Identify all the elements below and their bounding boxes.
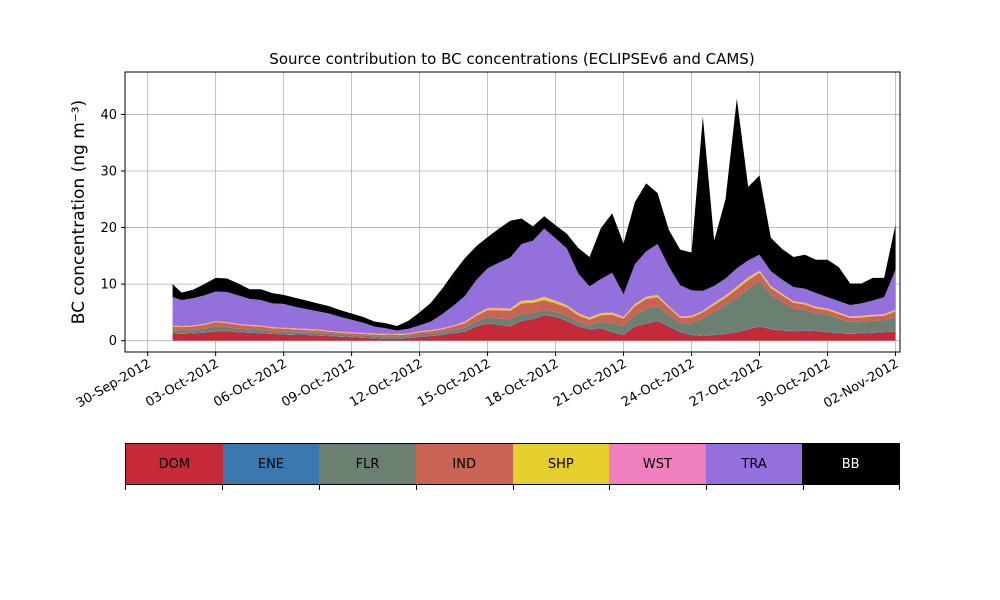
x-tick-label: 06-Oct-2012 [211, 356, 289, 410]
colorbar-tick [899, 485, 900, 490]
legend-item-tra: TRA [705, 444, 803, 484]
colorbar-tick [706, 485, 707, 490]
area-series-flr [172, 280, 896, 339]
legend-item-ind: IND [415, 444, 513, 484]
legend-label: DOM [158, 456, 191, 472]
y-tick-label: 10 [100, 278, 117, 293]
legend-item-flr: FLR [319, 444, 416, 484]
legend-label: WST [642, 456, 672, 472]
x-tick-label: 18-Oct-2012 [483, 356, 561, 410]
x-tick-label: 21-Oct-2012 [551, 356, 629, 410]
x-tick-label: 30-Oct-2012 [755, 356, 833, 410]
colorbar-ticks [125, 485, 900, 491]
x-tick-label: 03-Oct-2012 [143, 356, 221, 410]
legend-item-bb: BB [802, 444, 899, 484]
y-tick-label: 40 [100, 108, 117, 123]
legend-label: IND [452, 456, 476, 472]
colorbar-tick [222, 485, 223, 490]
x-tick-label: 15-Oct-2012 [415, 356, 493, 410]
legend-label: FLR [355, 456, 380, 472]
x-tick-label: 27-Oct-2012 [687, 356, 765, 410]
area-series-ind [172, 272, 896, 337]
y-tick-label: 30 [100, 164, 117, 179]
legend-label: ENE [257, 456, 285, 472]
legend-item-shp: SHP [512, 444, 610, 484]
colorbar-tick [125, 485, 126, 490]
area-series-tra [172, 228, 896, 334]
colorbar-tick [513, 485, 514, 490]
x-tick-label: 30-Sep-2012 [74, 356, 154, 411]
colorbar-tick [319, 485, 320, 490]
colorbar-tick [803, 485, 804, 490]
plot-frame [124, 71, 901, 353]
area-series-dom [172, 315, 896, 341]
legend-item-wst: WST [609, 444, 706, 484]
x-tick-label: 12-Oct-2012 [347, 356, 425, 410]
legend-item-dom: DOM [126, 444, 223, 484]
legend-label: BB [841, 456, 860, 472]
y-axis-label: BC concentration (ng m⁻³) [69, 100, 89, 324]
legend-label: SHP [547, 456, 574, 472]
x-tick-label: 02-Nov-2012 [821, 356, 901, 411]
stacked-areas [172, 98, 896, 341]
y-tick-label: 0 [109, 334, 117, 349]
x-tick-label: 09-Oct-2012 [279, 356, 357, 410]
legend-label: TRA [741, 456, 767, 472]
area-series-bb [172, 98, 896, 331]
legend-item-ene: ENE [222, 444, 320, 484]
colorbar-legend: DOM ENE FLR IND SHP WST TRA BB [125, 443, 900, 485]
y-tick-label: 20 [100, 221, 117, 236]
x-tick-label: 24-Oct-2012 [619, 356, 697, 410]
colorbar-tick [609, 485, 610, 490]
chart-title: Source contribution to BC concentrations… [269, 50, 754, 68]
colorbar-tick [416, 485, 417, 490]
